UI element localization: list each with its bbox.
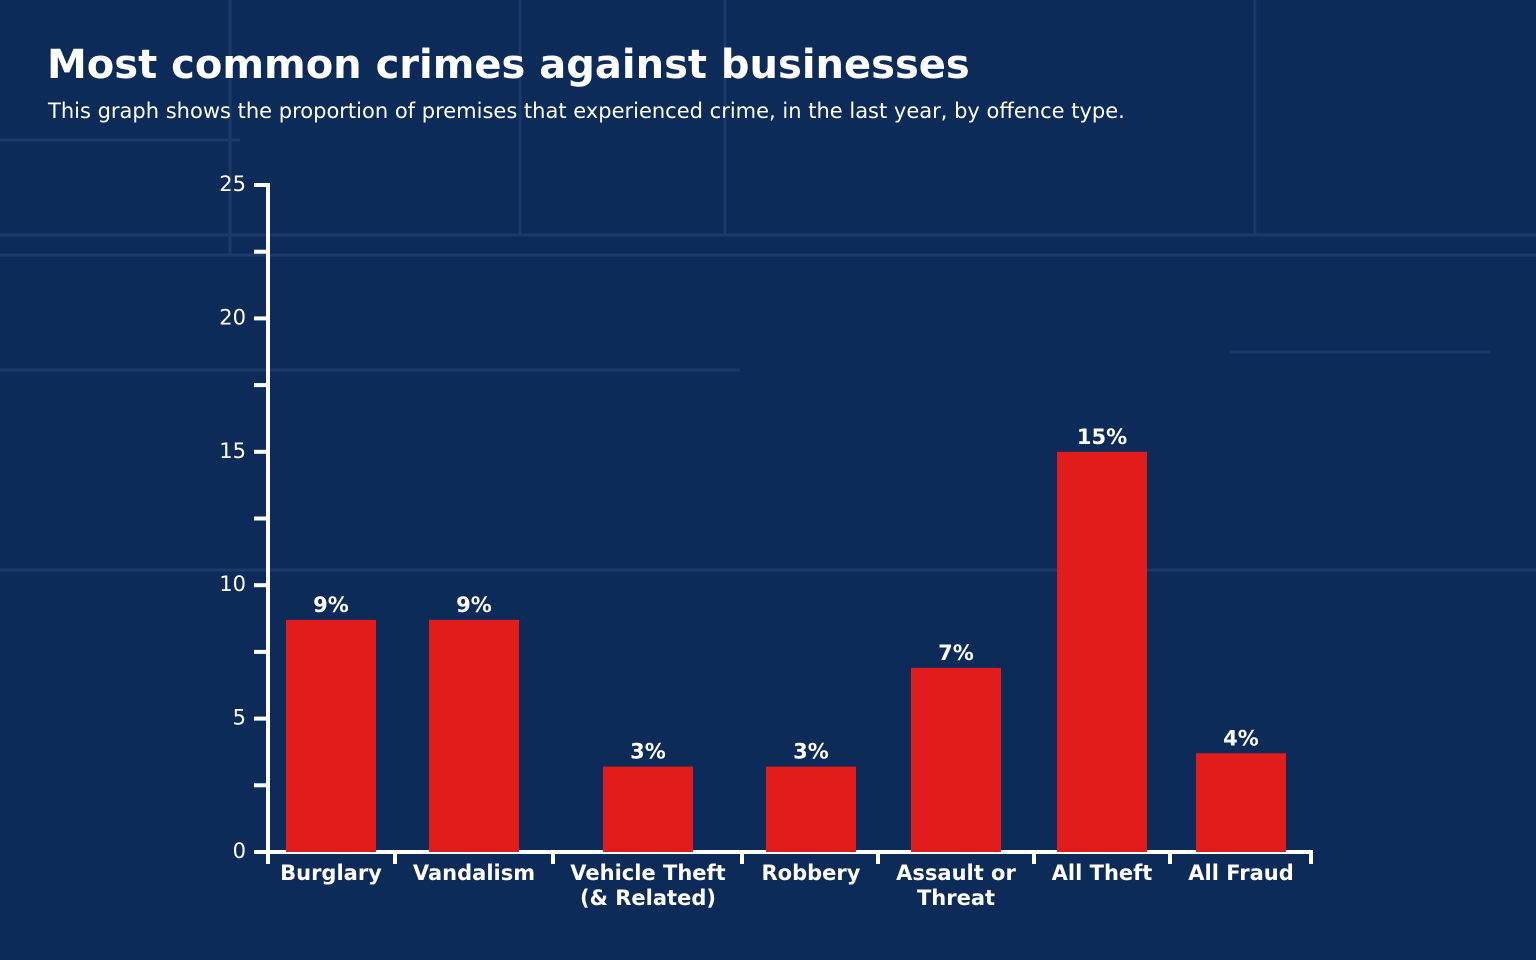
y-tick-label: 20 bbox=[219, 305, 246, 329]
y-tick-label: 0 bbox=[233, 839, 246, 863]
value-label: 4% bbox=[1223, 726, 1259, 750]
x-tick-label: Robbery bbox=[762, 861, 861, 885]
value-label: 3% bbox=[630, 740, 666, 764]
bar bbox=[911, 667, 1001, 852]
y-tick-label: 10 bbox=[219, 572, 246, 596]
chart-subtitle: This graph shows the proportion of premi… bbox=[47, 99, 1125, 123]
value-label: 7% bbox=[938, 641, 974, 665]
x-tick-label: All Theft bbox=[1052, 861, 1153, 885]
bar bbox=[1057, 451, 1147, 852]
bar bbox=[766, 766, 856, 852]
value-label: 3% bbox=[793, 740, 829, 764]
y-tick-label: 25 bbox=[219, 172, 246, 196]
x-tick-label: All Fraud bbox=[1188, 861, 1293, 885]
x-tick-label: Vehicle Theft (& Related) bbox=[570, 861, 725, 910]
bar bbox=[429, 619, 519, 852]
blueprint-decor bbox=[0, 0, 1536, 572]
x-tick-label: Vandalism bbox=[413, 861, 535, 885]
value-label: 9% bbox=[456, 593, 492, 617]
bar bbox=[286, 619, 376, 852]
chart-title: Most common crimes against businesses bbox=[47, 42, 970, 88]
bar bbox=[1196, 753, 1286, 852]
bar bbox=[603, 766, 693, 852]
x-tick-label: Burglary bbox=[280, 861, 382, 885]
value-label: 15% bbox=[1077, 425, 1127, 449]
value-label: 9% bbox=[313, 593, 349, 617]
x-tick-label: Assault or Threat bbox=[896, 861, 1016, 910]
y-tick-label: 5 bbox=[233, 706, 246, 730]
y-tick-label: 15 bbox=[219, 439, 246, 463]
